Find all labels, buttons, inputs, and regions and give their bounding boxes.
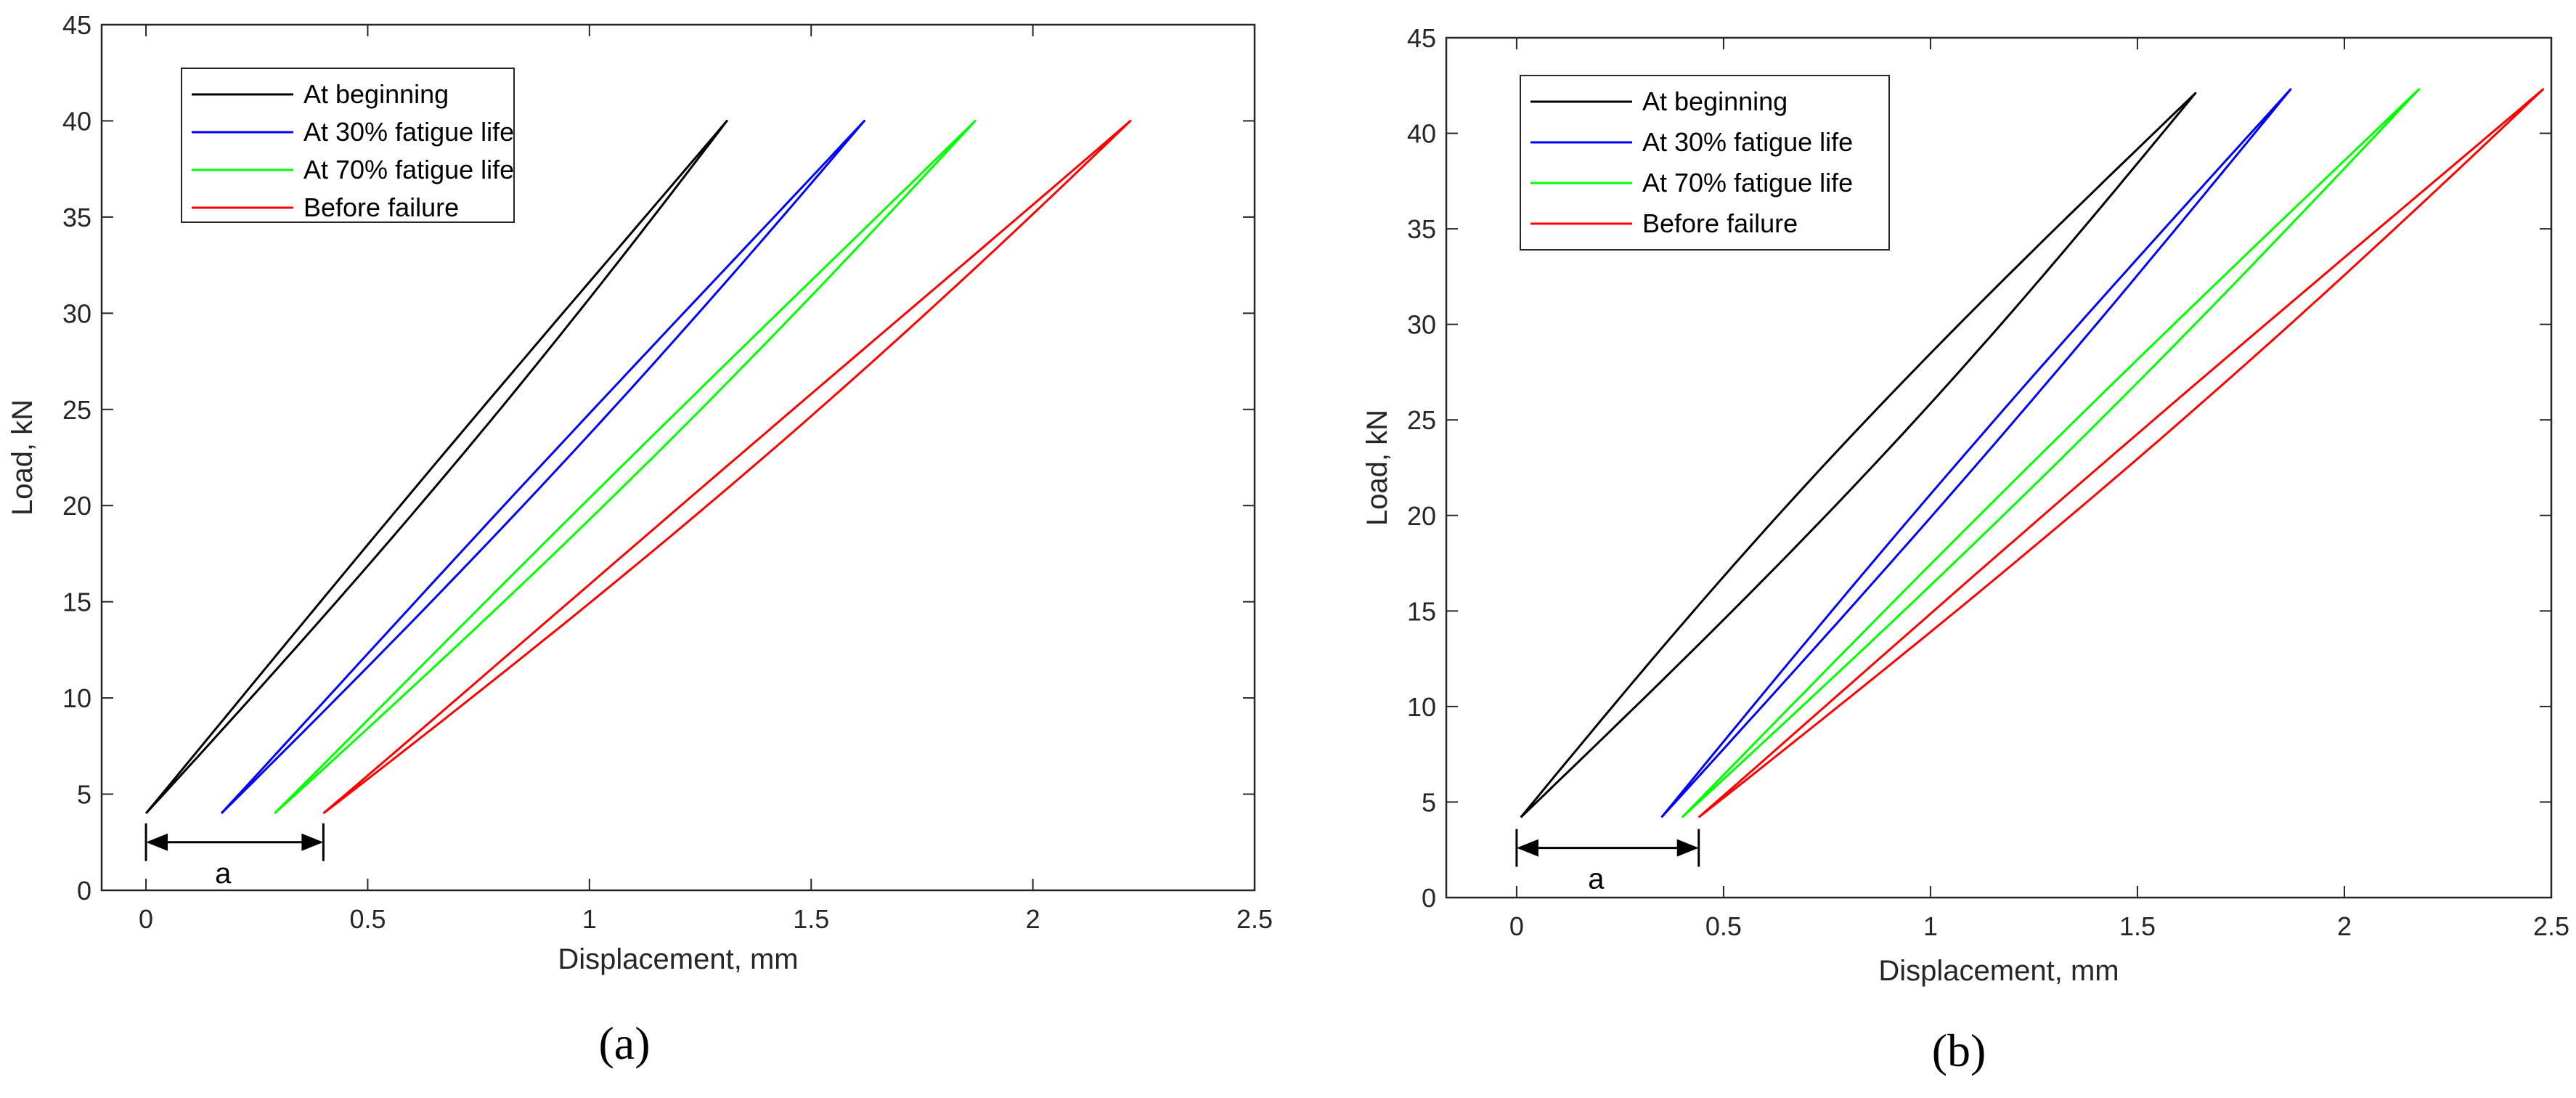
annotation-label: a bbox=[1588, 863, 1605, 895]
x-axis-label: Displacement, mm bbox=[1878, 955, 2119, 987]
y-tick-label: 45 bbox=[1407, 23, 1436, 53]
panel-caption: (b) bbox=[1932, 1025, 1986, 1076]
chart-a: 0 0.5 1 1.5 2 2.5 0 5 10 15 20 25 30 35 40 45 a At beginn… bbox=[7, 10, 1273, 1069]
x-tick-label: 2 bbox=[1026, 904, 1040, 934]
legend-entry: At 30% fatigue life bbox=[303, 117, 514, 147]
y-tick-label: 5 bbox=[1422, 787, 1436, 817]
x-tick-label: 0.5 bbox=[1705, 911, 1742, 941]
legend-entry: At beginning bbox=[303, 79, 449, 109]
y-axis-label: Load, kN bbox=[1361, 410, 1393, 526]
annotation-arrowhead-right bbox=[1676, 839, 1699, 857]
series-line bbox=[144, 119, 728, 815]
y-tick-label: 30 bbox=[1407, 310, 1436, 340]
x-tick-label: 2.5 bbox=[1236, 904, 1273, 934]
axes-frame bbox=[100, 23, 1256, 892]
annotation-label: a bbox=[215, 858, 232, 890]
legend-entry: At 70% fatigue life bbox=[303, 155, 514, 184]
x-tick-label: 0 bbox=[139, 904, 153, 934]
annotation-arrowhead-left bbox=[146, 833, 168, 851]
annotation-arrowhead-right bbox=[301, 833, 324, 851]
series-line bbox=[1660, 88, 2292, 818]
legend-entry: Before failure bbox=[1642, 208, 1798, 238]
y-tick-label: 30 bbox=[62, 298, 91, 328]
x-tick-label: 2 bbox=[2337, 911, 2352, 941]
y-tick-label: 35 bbox=[1407, 214, 1436, 244]
x-tick-label: 0 bbox=[1509, 911, 1524, 941]
y-tick-label: 15 bbox=[62, 587, 91, 617]
legend-box bbox=[1520, 75, 1890, 251]
legend-entry: Before failure bbox=[303, 192, 459, 222]
axes-frame bbox=[1445, 36, 2553, 899]
x-tick-label: 1 bbox=[1923, 911, 1938, 941]
x-tick-label: 1 bbox=[582, 904, 597, 934]
series-line bbox=[1681, 88, 2421, 818]
y-tick-label: 40 bbox=[62, 106, 91, 136]
x-tick-label: 1.5 bbox=[2119, 911, 2156, 941]
panel-caption: (a) bbox=[598, 1017, 650, 1069]
x-tick-label: 2.5 bbox=[2533, 911, 2569, 941]
series-line bbox=[1520, 92, 2197, 818]
y-tick-label: 10 bbox=[62, 683, 91, 713]
y-tick-label: 20 bbox=[62, 491, 91, 521]
legend-entry: At 30% fatigue life bbox=[1642, 127, 1853, 157]
chart-b: 0 0.5 1 1.5 2 2.5 0 5 10 15 20 25 30 35 40 45 a At beginn… bbox=[1361, 23, 2569, 1076]
series-line bbox=[220, 119, 865, 815]
y-tick-label: 25 bbox=[1407, 405, 1436, 435]
y-tick-label: 25 bbox=[62, 395, 91, 425]
y-tick-label: 45 bbox=[62, 10, 91, 40]
y-tick-label: 5 bbox=[77, 780, 91, 810]
series-line bbox=[1697, 88, 2545, 818]
series-line bbox=[322, 119, 1132, 815]
y-tick-label: 0 bbox=[1422, 883, 1436, 913]
x-tick-label: 0.5 bbox=[349, 904, 386, 934]
x-tick-label: 1.5 bbox=[793, 904, 829, 934]
annotation-arrowhead-left bbox=[1516, 839, 1538, 857]
y-tick-label: 10 bbox=[1407, 692, 1436, 722]
y-tick-label: 35 bbox=[62, 203, 91, 232]
y-tick-label: 40 bbox=[1407, 119, 1436, 149]
legend-entry: At beginning bbox=[1642, 86, 1788, 116]
y-tick-label: 20 bbox=[1407, 501, 1436, 531]
y-tick-label: 15 bbox=[1407, 596, 1436, 626]
legend-entry: At 70% fatigue life bbox=[1642, 168, 1853, 198]
series-line bbox=[274, 119, 977, 815]
x-axis-label: Displacement, mm bbox=[558, 943, 798, 975]
y-axis-label: Load, kN bbox=[7, 399, 38, 516]
y-tick-label: 0 bbox=[77, 876, 91, 906]
